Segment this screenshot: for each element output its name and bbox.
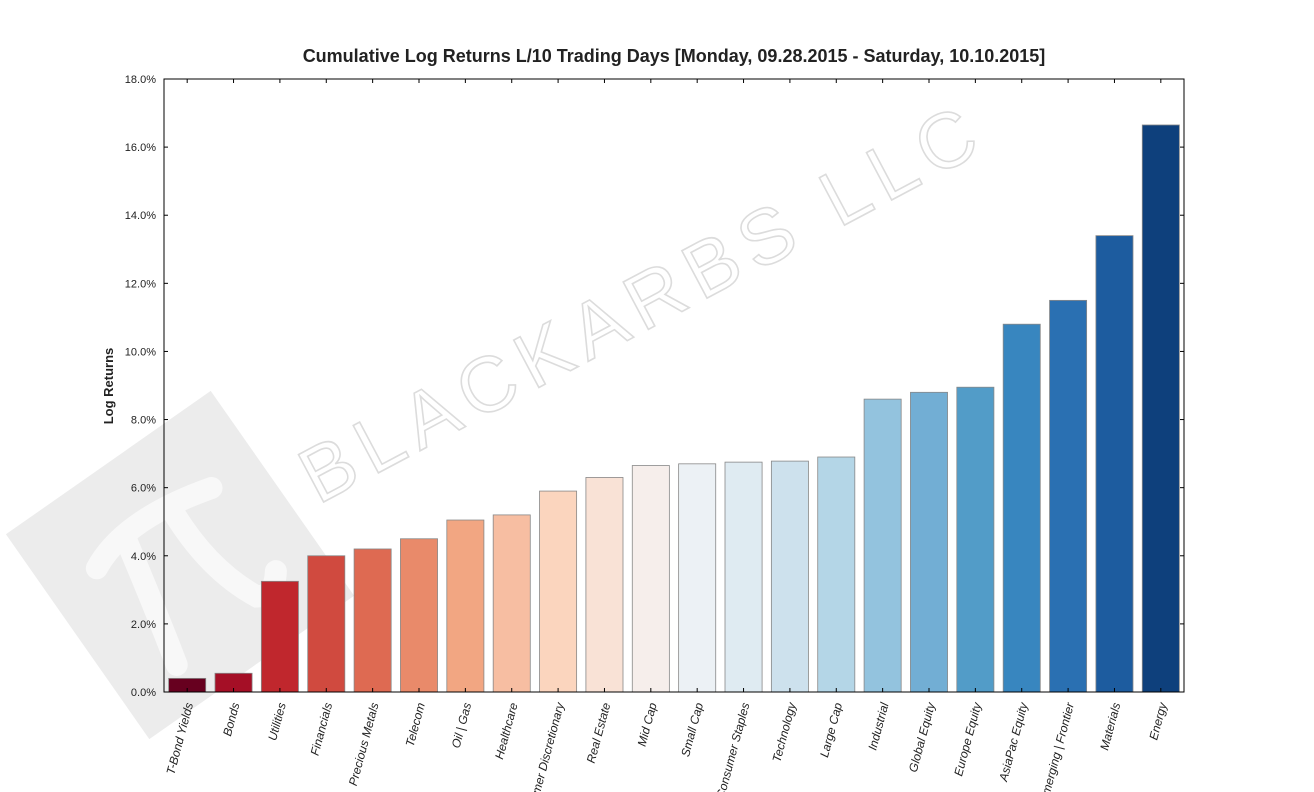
bar-utilities: [260, 580, 299, 693]
y-tick-label: 10.0%: [125, 346, 156, 358]
y-tick-label: 8.0%: [131, 415, 156, 427]
bar-precious-metals: [353, 548, 392, 693]
y-tick-label: 2.0%: [131, 619, 156, 631]
bars-layer: [168, 124, 1180, 693]
y-tick-label: 18.0%: [125, 74, 156, 86]
x-tick-label: Europe Equity: [951, 700, 984, 777]
x-tick-label: Mid Cap: [635, 701, 660, 748]
y-tick-label: 16.0%: [125, 142, 156, 154]
y-tick-label: 12.0%: [125, 278, 156, 290]
x-tick-label: Global Equity: [906, 700, 938, 774]
x-tick-label: Consumer Staples: [713, 701, 752, 792]
bar-consumer-staples: [724, 461, 763, 693]
x-tick-label: Industrial: [865, 701, 891, 752]
plot-frame: [163, 78, 1185, 693]
bar-mid-cap: [631, 465, 670, 693]
x-tick-label: Technology: [770, 700, 800, 763]
bar-oil-gas: [446, 519, 485, 693]
x-tick-label: Telecom: [403, 701, 428, 748]
x-tick-label: Precious Metals: [346, 701, 382, 787]
bar-emerging-frontier: [1049, 299, 1088, 693]
x-tick-label: Emerging | Frontier: [1037, 700, 1077, 792]
x-tick-label: Energy: [1146, 700, 1170, 741]
y-tick-label: 0.0%: [131, 687, 156, 699]
y-tick-label: 4.0%: [131, 551, 156, 563]
x-tick-label: Materials: [1097, 701, 1123, 752]
x-tick-label: Large Cap: [817, 701, 845, 759]
y-tick-label: 14.0%: [125, 210, 156, 222]
x-tick-label: Financials: [308, 701, 336, 757]
bar-materials: [1095, 235, 1134, 693]
bar-energy: [1141, 124, 1180, 693]
x-tick-label: Bonds: [220, 701, 242, 737]
chart-title: Cumulative Log Returns L/10 Trading Days…: [303, 46, 1046, 66]
x-tick-label: Small Cap: [678, 701, 706, 758]
x-tick-label: Healthcare: [492, 701, 521, 761]
x-tick-label: Utilities: [265, 701, 289, 742]
x-tick-label: Oil | Gas: [449, 701, 475, 750]
y-axis-label: Log Returns: [101, 348, 116, 425]
bar-consumer-discretionary: [539, 490, 578, 693]
bar-global-equity: [910, 391, 948, 693]
x-tick-label: AsiaPac Equity: [996, 700, 1031, 784]
y-axis-ticks: 0.0% 2.0% 4.0% 6.0% 8.0% 10.0% 12.0% 14.0% 16.0%…: [125, 74, 1184, 699]
bar-technology: [770, 460, 809, 693]
bar-asiapac-equity: [1002, 323, 1041, 693]
y-tick-label: 6.0%: [131, 483, 156, 495]
bar-small-cap: [678, 463, 717, 693]
bar-industrial: [863, 398, 902, 693]
x-tick-label: Consumer Discretionary: [520, 700, 567, 792]
bar-telecom: [400, 538, 438, 693]
bar-healthcare: [492, 514, 531, 693]
bar-real-estate: [585, 477, 624, 693]
bar-financials: [307, 555, 346, 693]
x-tick-label: Real Estate: [584, 701, 614, 765]
bar-europe-equity: [956, 386, 995, 693]
bar-large-cap: [817, 456, 856, 693]
